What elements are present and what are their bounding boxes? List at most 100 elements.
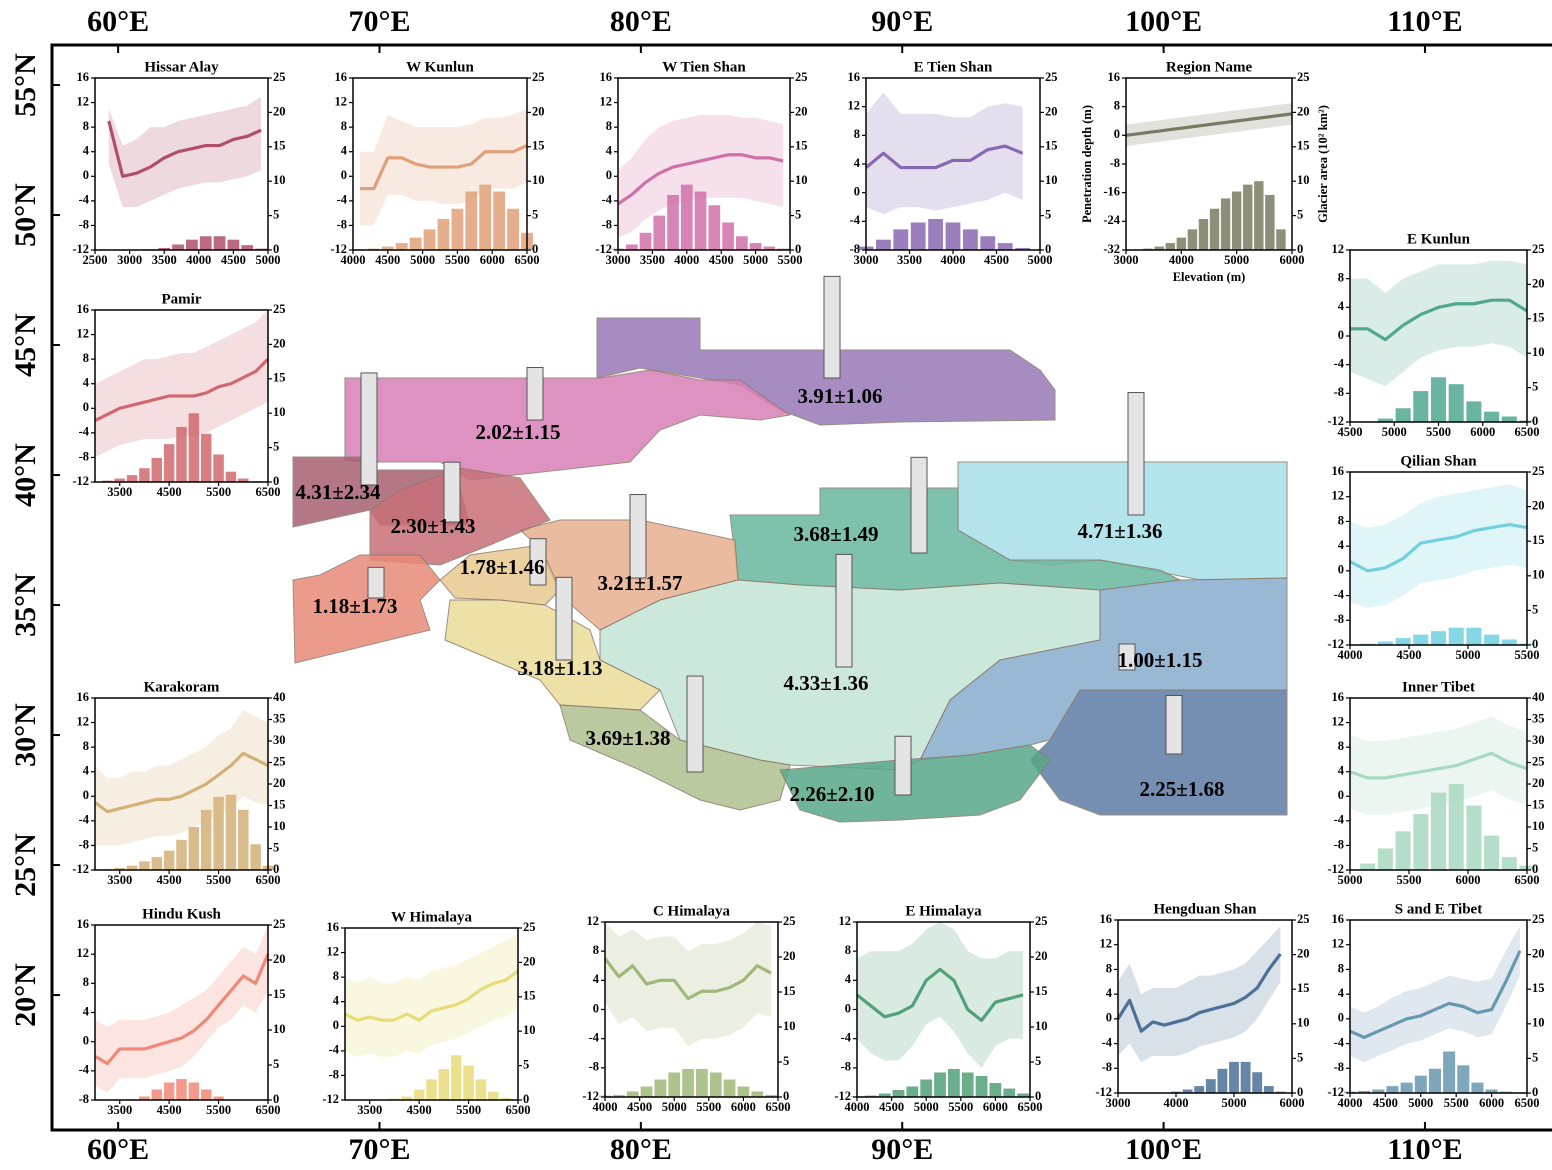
area-bar — [164, 1083, 175, 1101]
y-tick-label: 12 — [77, 946, 90, 960]
area-bar — [998, 243, 1013, 250]
area-bar — [1276, 229, 1285, 250]
region-label: 2.30±1.43 — [390, 514, 475, 538]
y-tick-label: -8 — [589, 1060, 599, 1074]
area-bar — [1252, 1072, 1262, 1093]
area-bar — [152, 458, 163, 482]
area-bar — [1429, 1069, 1441, 1093]
x-tick-label: 5500 — [1444, 1096, 1469, 1110]
y2-tick-label: 35 — [1532, 711, 1545, 725]
area-bar — [1502, 416, 1517, 422]
x-tick-label: 5500 — [206, 873, 231, 887]
area-bar — [451, 209, 463, 250]
y2-tick-label: 35 — [273, 711, 286, 725]
uncertainty-band — [1118, 926, 1280, 1062]
inset-chart: S and E Tibet-12-8-404812160510152025400… — [1327, 901, 1544, 1109]
y2-tick-label: 20 — [273, 952, 286, 966]
inset-chart: Hindu Kush-8-404812160510152025350045005… — [77, 906, 286, 1116]
area-bar — [213, 454, 224, 482]
y-tick-label: 0 — [333, 1018, 339, 1032]
area-bar — [682, 1069, 694, 1097]
y2-tick-label: 5 — [532, 207, 538, 221]
area-bar — [893, 1090, 905, 1097]
y-tick-label: -8 — [1110, 156, 1120, 170]
lat-label: 40°N — [9, 443, 42, 507]
x-tick-label: 3000 — [1114, 253, 1139, 267]
x-tick-label: 6000 — [1280, 253, 1305, 267]
lat-label: 50°N — [9, 183, 42, 247]
y-tick-label: 16 — [600, 70, 613, 84]
x-tick-label: 6500 — [256, 485, 281, 499]
y-tick-label: -4 — [841, 1031, 852, 1045]
x-tick-label: 5000 — [914, 1100, 939, 1114]
area-bar — [653, 216, 665, 250]
area-bar — [1003, 1089, 1015, 1097]
y2-tick-label: 25 — [795, 70, 808, 84]
area-bar — [893, 229, 908, 250]
uncertainty-band — [866, 92, 1023, 214]
x-tick-label: 3500 — [152, 253, 177, 267]
y2-tick-label: 30 — [1532, 733, 1545, 747]
area-bar — [1484, 635, 1499, 645]
inset-chart: Inner Tibet-12-8-40481216051015202530354… — [1327, 679, 1544, 886]
y2-tick-label: 20 — [1532, 946, 1545, 960]
y2-tick-label: 15 — [1532, 533, 1545, 547]
y2-tick-label: 25 — [532, 70, 545, 84]
y-tick-label: 16 — [77, 690, 90, 704]
lon-label: 100°E — [1125, 5, 1202, 38]
x-tick-label: 5500 — [948, 1100, 973, 1114]
y2-tick-label: 20 — [273, 336, 286, 350]
y-tick-label: 8 — [83, 119, 89, 133]
area-bar — [488, 1092, 499, 1100]
x-tick-label: 5500 — [445, 253, 470, 267]
y2-tick-label: 20 — [1532, 276, 1545, 290]
area-bar — [476, 1079, 487, 1100]
area-bar — [667, 195, 679, 250]
y-tick-label: 16 — [1332, 912, 1345, 926]
area-bar — [1210, 209, 1219, 250]
x-tick-label: 5000 — [410, 253, 435, 267]
region-label: 1.18±1.73 — [312, 594, 397, 618]
area-bar — [463, 1066, 474, 1100]
area-bar — [189, 1083, 200, 1101]
area-bar — [189, 413, 200, 482]
x-tick-label: 3500 — [640, 253, 665, 267]
region-bar — [1166, 696, 1182, 755]
y2-tick-label: 10 — [273, 173, 286, 187]
area-bar — [708, 205, 720, 250]
area-bar — [1177, 238, 1186, 250]
x-tick-label: 5000 — [1408, 1096, 1433, 1110]
y-tick-label: 0 — [83, 788, 89, 802]
area-bar — [668, 1073, 680, 1098]
area-bar — [438, 219, 450, 250]
x-tick-label: 4500 — [157, 873, 182, 887]
region-bar — [895, 736, 911, 795]
y2-tick-label: 20 — [783, 949, 796, 963]
inset-title: Pamir — [162, 291, 202, 307]
figure: 60°E60°E70°E70°E80°E80°E90°E90°E100°E100… — [0, 0, 1552, 1170]
area-bar — [1466, 806, 1481, 871]
x-tick-label: 3500 — [107, 1103, 132, 1117]
area-bar — [238, 810, 249, 870]
area-bar — [201, 434, 212, 482]
region-label: 4.31±2.34 — [295, 480, 381, 504]
y2-tick-label: 25 — [523, 920, 536, 934]
lat-label: 25°N — [9, 833, 42, 897]
y-tick-label: 12 — [327, 944, 340, 958]
area-bar — [751, 1091, 763, 1097]
region-bar — [836, 554, 852, 667]
y-tick-label: 8 — [593, 943, 599, 957]
area-bar — [1431, 631, 1446, 645]
area-bar — [1415, 1076, 1427, 1093]
area-bar — [214, 236, 226, 250]
y-tick-label: 0 — [83, 168, 89, 182]
x-tick-label: 3000 — [606, 253, 631, 267]
region-bar — [1128, 393, 1144, 515]
y-tick-label: -12 — [72, 862, 89, 876]
lon-label: 80°E — [610, 1133, 672, 1166]
y2-tick-label: 5 — [795, 207, 801, 221]
area-bar — [414, 1090, 425, 1100]
region-label: 2.02±1.15 — [475, 420, 560, 444]
y-tick-label: 12 — [1332, 489, 1345, 503]
area-bar — [1457, 1065, 1469, 1093]
